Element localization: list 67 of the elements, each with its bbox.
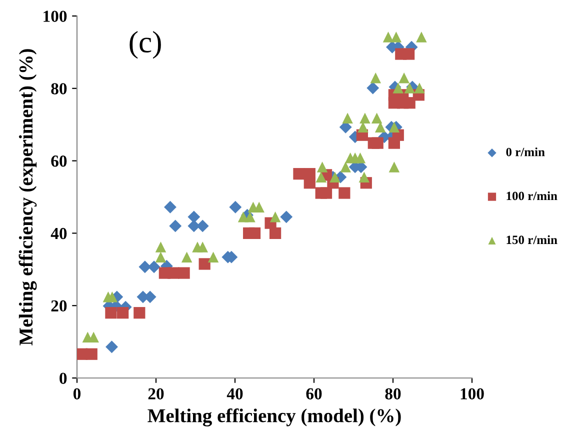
point (390, 32, 402, 42)
y-tick-label: 60 (51, 156, 67, 167)
point (106, 292, 118, 302)
point (416, 32, 427, 42)
x-axis-title: Melting efficiency (model) (%) (148, 408, 401, 426)
point (320, 187, 332, 199)
point (169, 220, 182, 232)
legend-label: 100 r/min (506, 191, 558, 200)
point (197, 242, 208, 252)
point (155, 242, 166, 252)
point (388, 162, 400, 172)
point (198, 258, 210, 270)
y-tick-label: 80 (51, 83, 67, 94)
point (229, 200, 242, 214)
x-tick-label: 100 (460, 388, 484, 400)
point (402, 48, 415, 60)
point (105, 307, 117, 319)
point (86, 348, 98, 360)
point (164, 200, 176, 214)
point (269, 227, 282, 240)
point (181, 252, 192, 262)
point (106, 340, 118, 354)
point (280, 210, 293, 224)
point (155, 252, 166, 262)
y-axis-title: Melting efficiency (experiment) (%) (18, 49, 37, 346)
point (366, 82, 380, 94)
point (330, 172, 340, 182)
point (248, 227, 261, 240)
point (404, 82, 415, 94)
point (371, 112, 382, 124)
point (178, 267, 190, 279)
point (342, 112, 353, 124)
legend-label: 0 r/min (506, 147, 545, 156)
point (338, 187, 350, 199)
point (404, 97, 416, 109)
point (398, 72, 410, 84)
point (316, 172, 326, 182)
point (168, 267, 180, 279)
point (270, 212, 281, 222)
point (304, 177, 316, 189)
point (340, 162, 351, 172)
point (382, 32, 394, 42)
point (134, 307, 146, 319)
point (117, 307, 129, 319)
point (354, 152, 366, 164)
point (208, 252, 219, 262)
point (293, 168, 305, 180)
point (388, 122, 400, 133)
x-tick-label: 60 (306, 388, 322, 400)
y-tick-label: 0 (60, 372, 67, 384)
point (316, 162, 328, 172)
y-tick-label: 40 (50, 228, 67, 240)
annotation: (c) (130, 30, 161, 59)
x-tick-label: 80 (385, 388, 401, 400)
y-tick-label: 100 (44, 10, 67, 22)
x-tick-label: 0 (73, 388, 81, 400)
point (360, 112, 370, 124)
y-tick-label: 20 (51, 300, 67, 312)
point (244, 212, 256, 222)
x-tick-label: 40 (226, 388, 243, 400)
point (358, 172, 370, 182)
point (372, 137, 384, 149)
point (392, 82, 404, 94)
x-tick-label: 20 (148, 388, 164, 400)
point (414, 82, 425, 94)
point (370, 72, 381, 84)
legend-label: 150 r/min (506, 235, 558, 244)
